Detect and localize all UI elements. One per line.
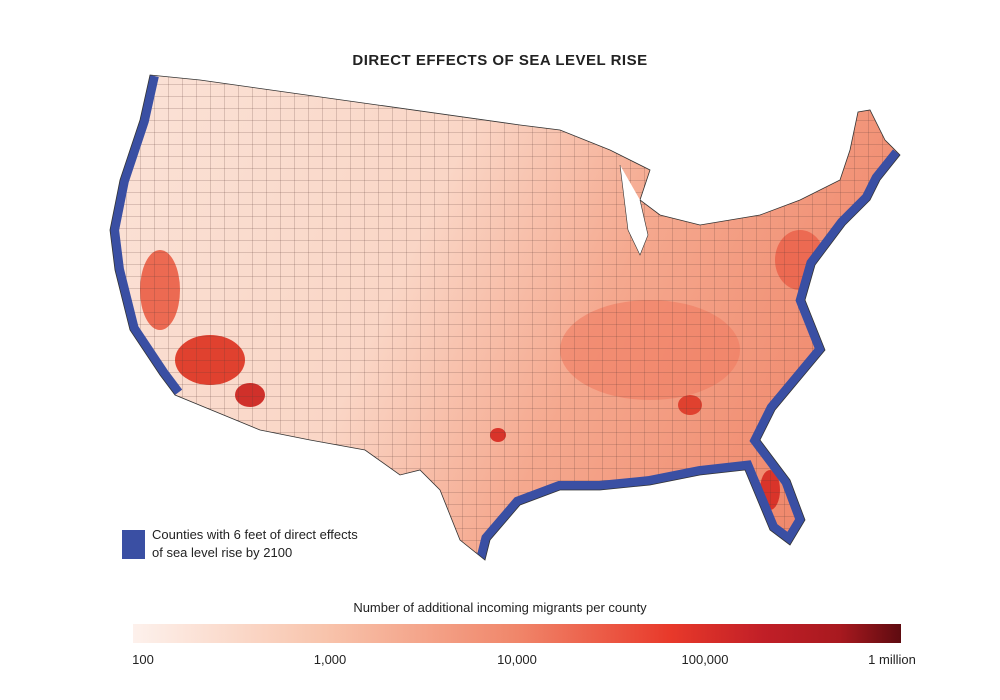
lake-michigan — [619, 164, 649, 256]
scale-tick: 10,000 — [497, 652, 537, 667]
scale-tick: 100,000 — [681, 652, 729, 667]
scale-tick: 100 — [132, 652, 154, 667]
scale-title: Number of additional incoming migrants p… — [353, 600, 647, 615]
coastal-legend-label: Counties with 6 feet of direct effects o… — [152, 527, 358, 560]
scale-tick: 1,000 — [313, 652, 347, 667]
scale-tick: 1 million — [868, 652, 916, 667]
color-scale-bar — [133, 624, 901, 643]
coastal-legend-swatch — [122, 530, 145, 559]
counties-layer — [110, 75, 900, 560]
map-title: DIRECT EFFECTS OF SEA LEVEL RISE — [352, 52, 648, 69]
